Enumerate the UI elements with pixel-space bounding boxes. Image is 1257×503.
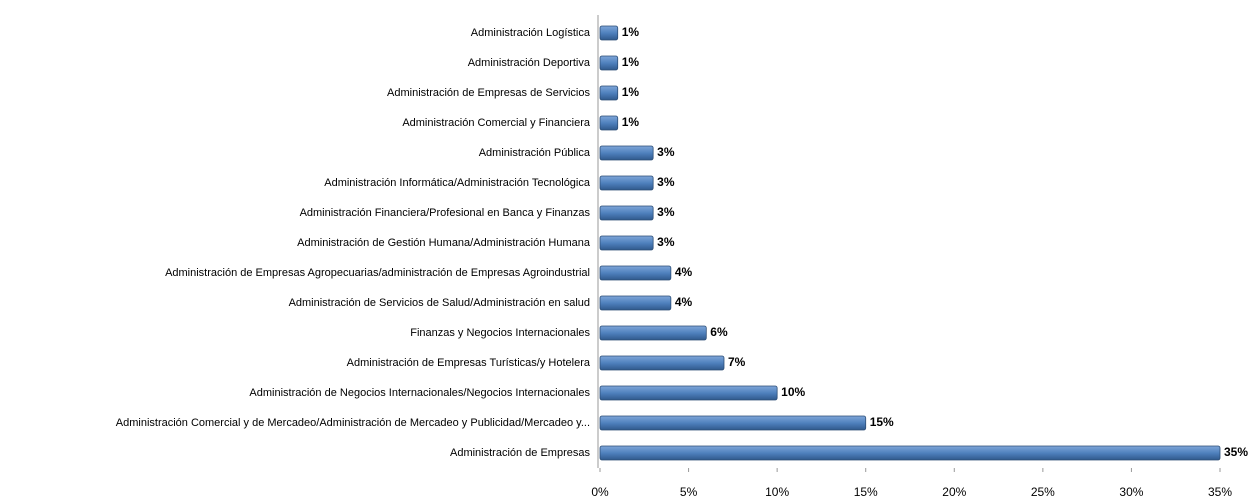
category-label: Finanzas y Negocios Internacionales (410, 327, 590, 339)
bar (599, 115, 619, 131)
category-label: Administración de Empresas de Servicios (387, 87, 590, 99)
value-label: 1% (622, 25, 640, 39)
value-label: 10% (781, 385, 805, 399)
category-label: Administración Comercial y de Mercadeo/A… (116, 417, 590, 429)
category-label: Administración de Servicios de Salud/Adm… (289, 297, 590, 309)
value-label: 3% (657, 145, 675, 159)
value-label: 3% (657, 205, 675, 219)
value-label: 1% (622, 115, 640, 129)
bar (599, 295, 672, 311)
bar (599, 235, 654, 251)
category-label: Administración Deportiva (468, 57, 591, 69)
value-label: 4% (675, 265, 693, 279)
x-tick-label: 25% (1031, 485, 1055, 499)
category-label: Administración de Gestión Humana/Adminis… (297, 237, 591, 249)
category-label: Administración de Empresas Agropecuarias… (165, 267, 590, 279)
category-label: Administración de Empresas Turísticas/y … (347, 357, 591, 369)
value-label: 15% (870, 415, 894, 429)
value-label: 3% (657, 235, 675, 249)
value-label: 6% (710, 325, 728, 339)
category-label: Administración Logística (471, 27, 591, 39)
x-tick-label: 15% (854, 485, 878, 499)
category-label: Administración de Negocios Internacional… (249, 387, 590, 399)
bar (599, 205, 654, 221)
value-label: 1% (622, 85, 640, 99)
category-label: Administración Financiera/Profesional en… (300, 207, 591, 219)
category-label: Administración de Empresas (450, 447, 591, 459)
bar (599, 25, 619, 41)
x-tick-label: 30% (1119, 485, 1143, 499)
bar (599, 175, 654, 191)
bar (599, 85, 619, 101)
bar (599, 385, 778, 401)
x-tick-label: 35% (1208, 485, 1232, 499)
x-tick-label: 10% (765, 485, 789, 499)
value-label: 35% (1224, 445, 1248, 459)
value-label: 4% (675, 295, 693, 309)
bar (599, 415, 867, 431)
bar (599, 325, 707, 341)
x-tick-label: 20% (942, 485, 966, 499)
value-label: 1% (622, 55, 640, 69)
x-tick-label: 5% (680, 485, 698, 499)
category-label: Administración Informática/Administració… (324, 177, 591, 189)
bar (599, 445, 1221, 461)
x-tick-label: 0% (591, 485, 609, 499)
value-label: 7% (728, 355, 746, 369)
category-label: Administración Pública (479, 147, 591, 159)
bar (599, 355, 725, 371)
value-label: 3% (657, 175, 675, 189)
bar (599, 265, 672, 281)
bar (599, 55, 619, 71)
bar (599, 145, 654, 161)
category-label: Administración Comercial y Financiera (402, 117, 591, 129)
